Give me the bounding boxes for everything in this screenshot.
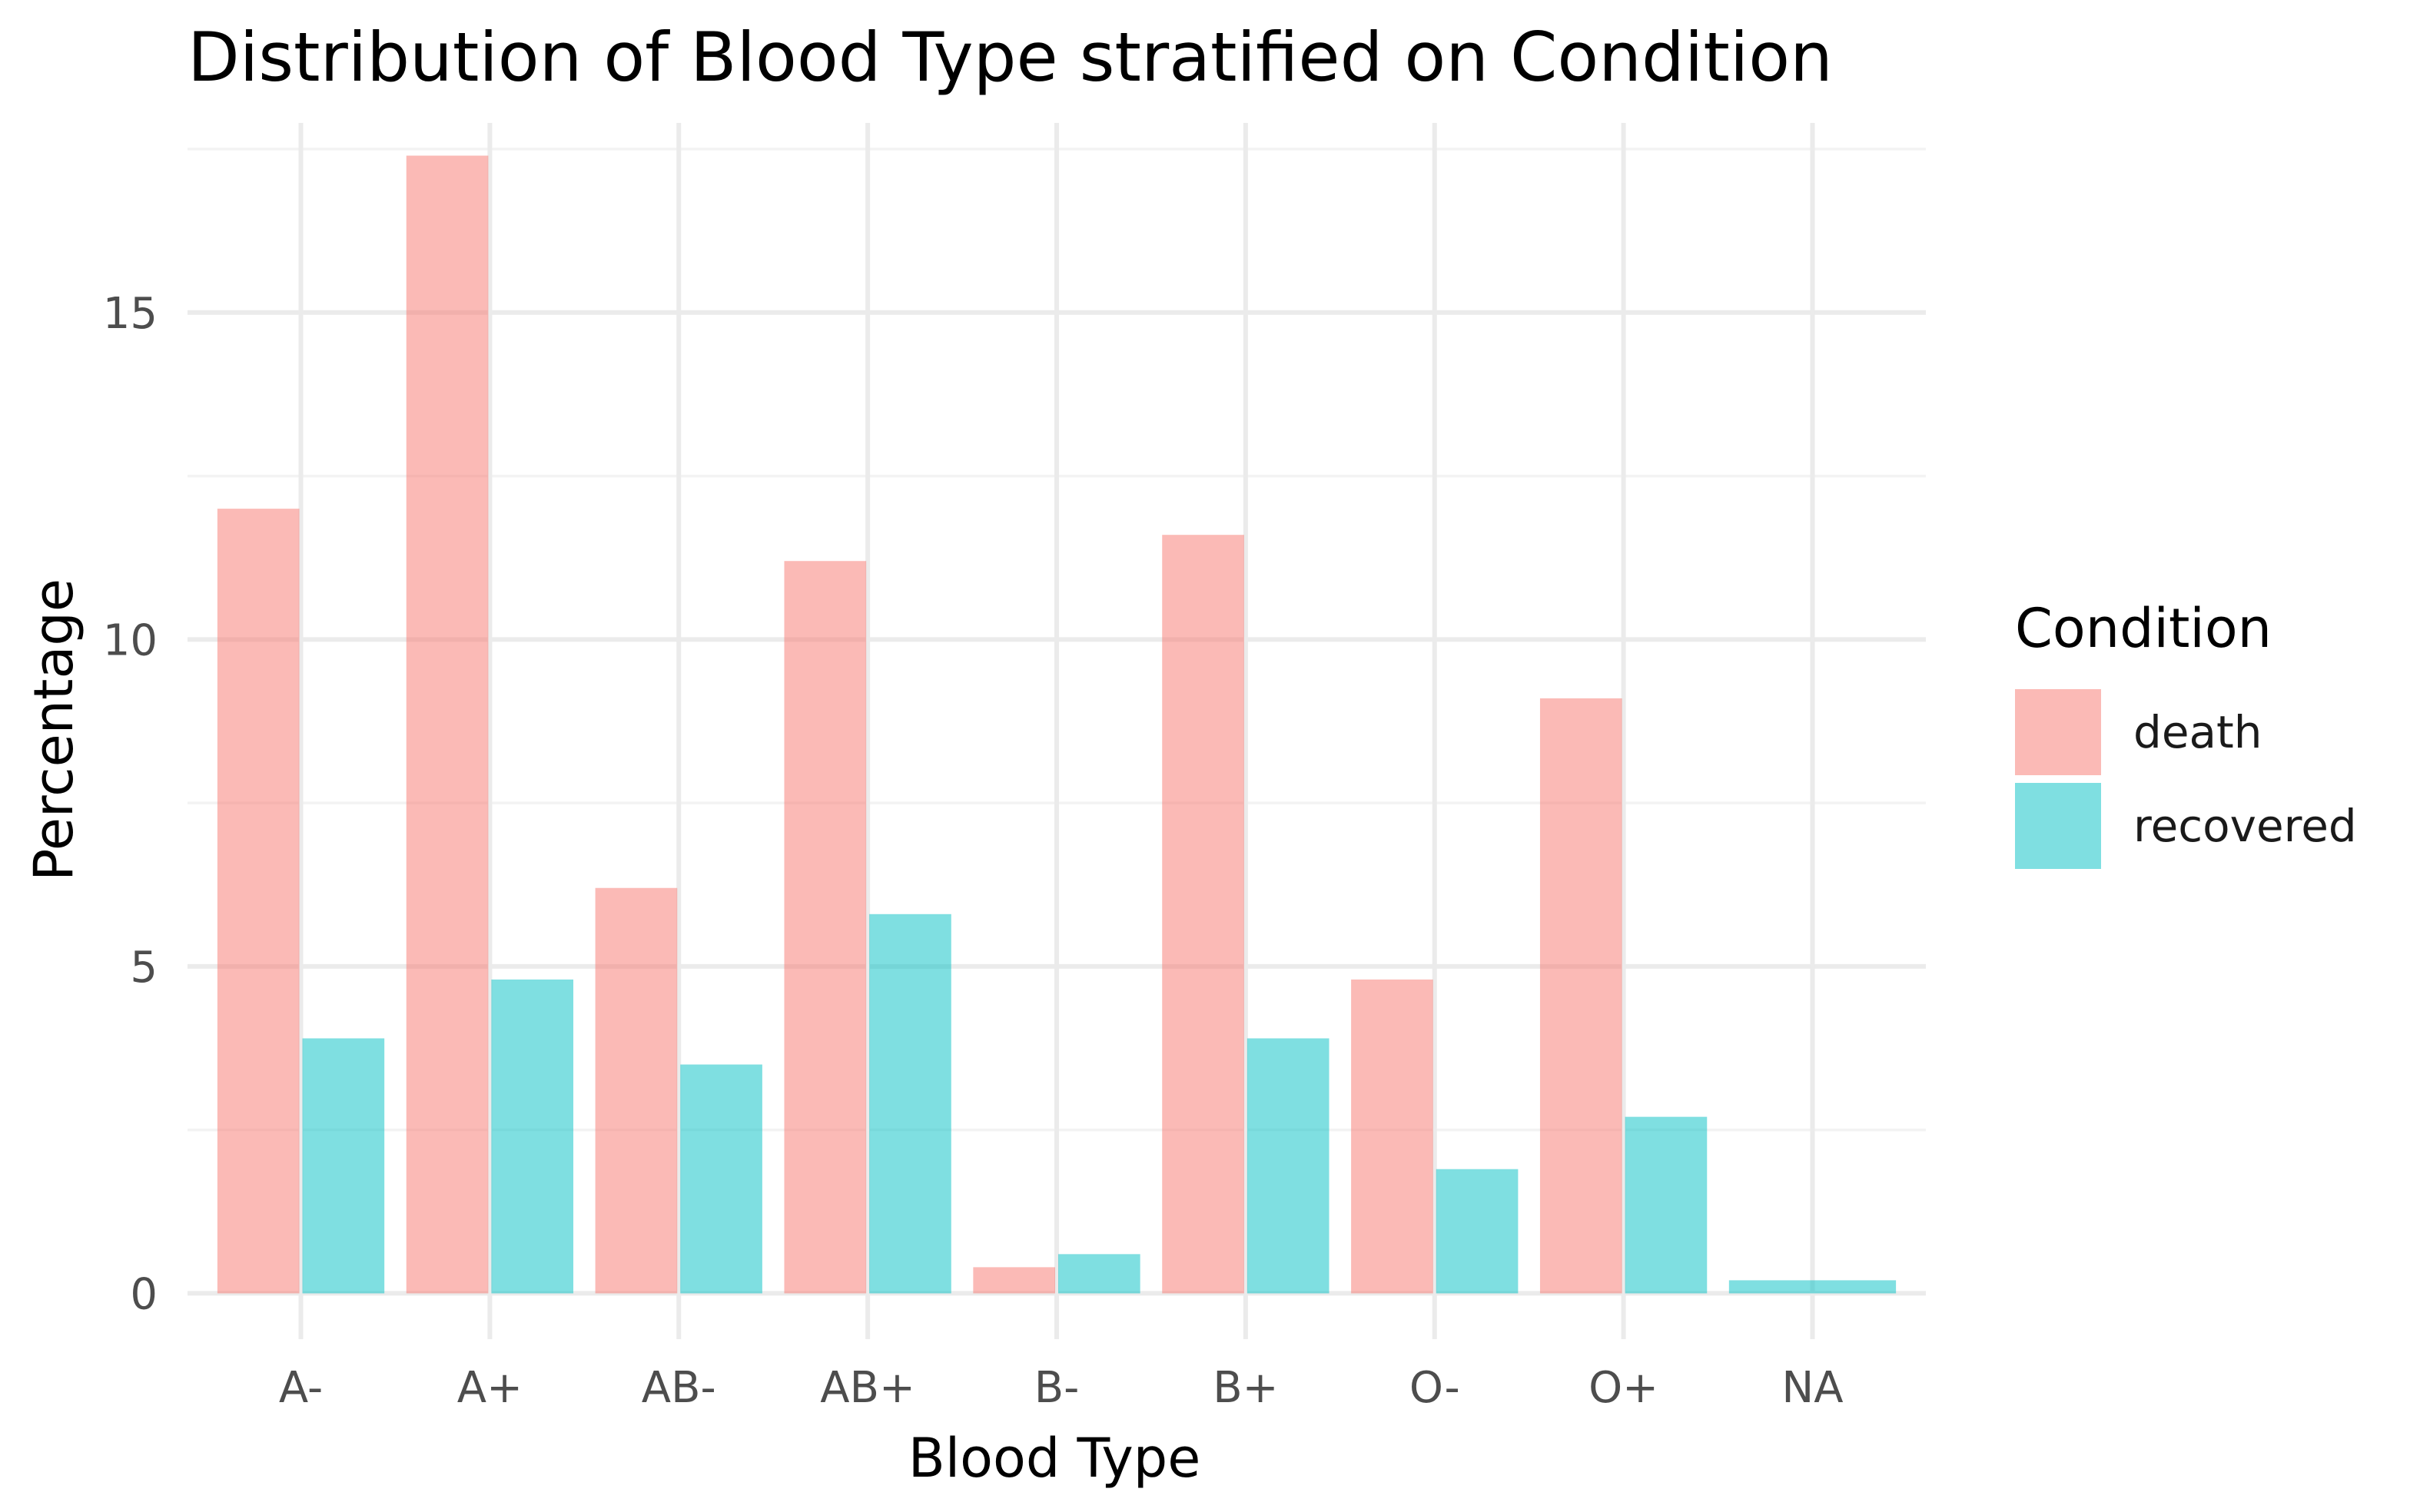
bar-recovered-NA	[1728, 1280, 1897, 1294]
legend-label-recovered: recovered	[2133, 800, 2357, 852]
bar-recovered-O-	[1436, 1169, 1519, 1294]
bar-death-B-	[973, 1267, 1055, 1294]
x-tick-label: B-	[1034, 1363, 1080, 1413]
bar-recovered-O+	[1625, 1116, 1708, 1294]
legend-label-death: death	[2133, 706, 2262, 758]
bar-death-A-	[217, 509, 300, 1294]
bar-recovered-AB+	[869, 914, 951, 1294]
x-tick-label: A+	[457, 1363, 523, 1413]
legend-swatch-recovered	[2015, 783, 2101, 869]
bar-death-O+	[1539, 698, 1622, 1294]
bar-recovered-B-	[1058, 1254, 1140, 1294]
y-axis-title: Percentage	[22, 579, 85, 881]
bar-recovered-AB-	[680, 1064, 762, 1294]
bar-death-O-	[1351, 979, 1433, 1294]
legend-items: death recovered	[2015, 689, 2357, 869]
x-tick-label: O-	[1409, 1363, 1460, 1413]
x-tick-label: O+	[1588, 1363, 1658, 1413]
bar-death-AB-	[595, 887, 678, 1294]
y-axis-ticks: 0 5 10 15	[103, 289, 158, 1320]
x-tick-label: NA	[1781, 1363, 1843, 1413]
bar-death-AB+	[784, 561, 867, 1294]
x-tick-label: A-	[279, 1363, 323, 1413]
chart-title: Distribution of Blood Type stratified on…	[188, 18, 1833, 97]
x-tick-label: AB+	[820, 1363, 915, 1413]
y-tick-label: 0	[130, 1269, 158, 1319]
bar-recovered-A-	[302, 1038, 385, 1294]
x-tick-label: B+	[1213, 1363, 1278, 1413]
legend: Condition death recovered	[2015, 597, 2357, 869]
x-tick-label: AB-	[642, 1363, 716, 1413]
x-axis-ticks: A- A+ AB- AB+ B- B+ O- O+ NA	[279, 1363, 1844, 1413]
x-axis-title: Blood Type	[908, 1427, 1201, 1490]
bar-recovered-A+	[491, 979, 574, 1294]
bar-recovered-B+	[1247, 1038, 1330, 1294]
legend-title: Condition	[2015, 597, 2272, 660]
legend-swatch-death	[2015, 689, 2101, 775]
y-tick-label: 15	[103, 289, 158, 339]
y-tick-label: 5	[130, 943, 158, 993]
bar-death-A+	[406, 155, 489, 1294]
bars	[217, 155, 1897, 1294]
bar-death-B+	[1162, 535, 1244, 1294]
y-tick-label: 10	[103, 615, 158, 665]
